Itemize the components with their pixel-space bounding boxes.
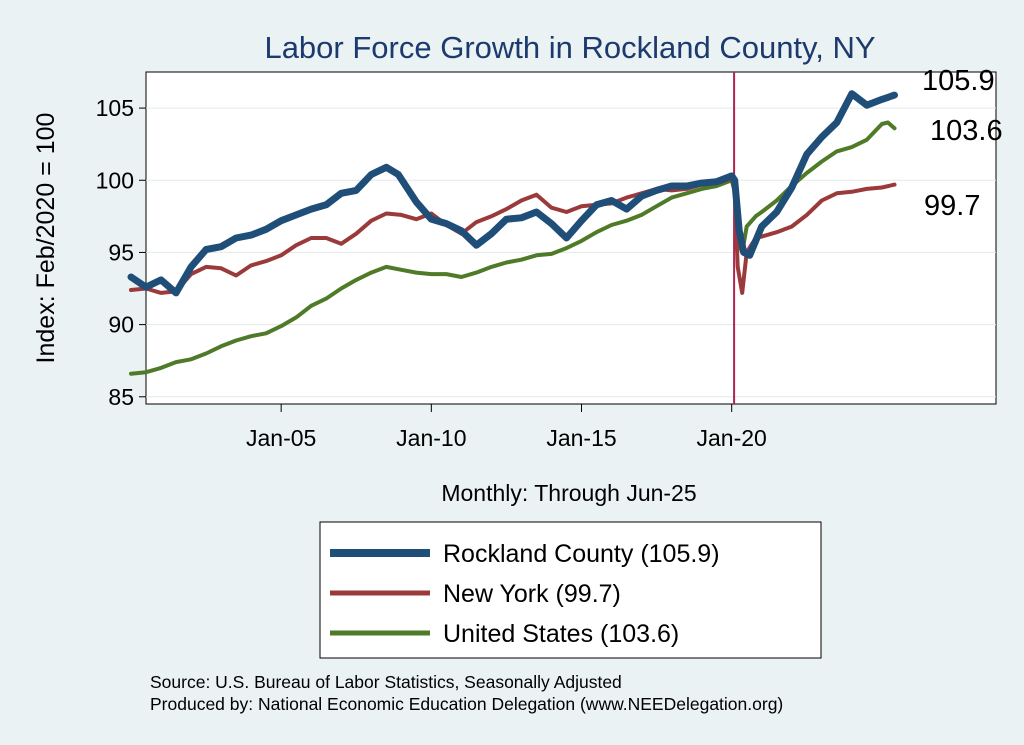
legend-label-new-york: New York (99.7): [443, 580, 621, 608]
series-lines: [127, 90, 898, 376]
x-tick-label: Jan-15: [546, 425, 616, 451]
y-tick-label: 90: [108, 312, 134, 338]
y-tick-label: 100: [96, 167, 134, 193]
chart-title: Labor Force Growth in Rockland County, N…: [264, 30, 875, 65]
y-axis: 85 90 95 100 105: [96, 95, 146, 410]
x-axis-label: Monthly: Through Jun-25: [441, 480, 696, 506]
y-tick-label: 105: [96, 95, 134, 121]
x-tick-label: Jan-20: [697, 425, 767, 451]
x-tick-label: Jan-05: [246, 425, 316, 451]
end-label-new-york: 99.7: [924, 190, 980, 222]
series-line-us: [129, 120, 897, 376]
y-tick-label: 95: [108, 239, 134, 265]
end-label-us: 103.6: [930, 115, 1003, 147]
x-axis: Jan-05 Jan-10 Jan-15 Jan-20: [246, 404, 767, 451]
x-tick-label: Jan-10: [396, 425, 466, 451]
legend-label-rockland: Rockland County (105.9): [443, 540, 720, 568]
produced-by-note: Produced by: National Economic Education…: [150, 694, 783, 714]
y-tick-label: 85: [108, 384, 134, 410]
y-axis-label: Index: Feb/2020 = 100: [32, 113, 60, 364]
end-label-rockland: 105.9: [922, 65, 995, 97]
series-line-rockland: [127, 90, 898, 297]
source-note: Source: U.S. Bureau of Labor Statistics,…: [150, 672, 622, 692]
legend-label-us: United States (103.6): [443, 620, 679, 648]
